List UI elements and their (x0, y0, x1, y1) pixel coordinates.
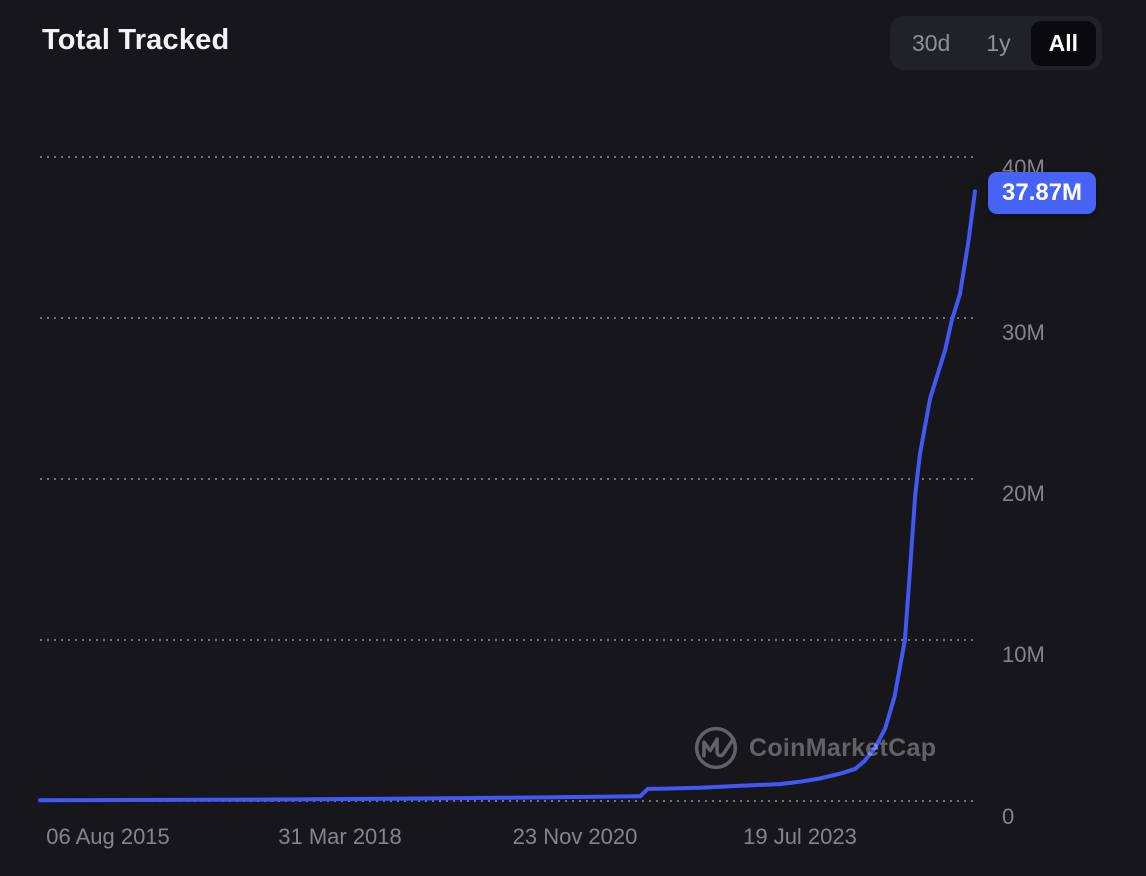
y-axis-tick-30m: 30M (1002, 320, 1045, 345)
range-all-button[interactable]: All (1030, 20, 1096, 66)
x-axis-tick-2023: 19 Jul 2023 (743, 824, 857, 849)
y-axis-tick-0: 0 (1002, 804, 1015, 829)
y-axis-tick-20m: 20M (1002, 481, 1045, 506)
x-axis-tick-2018: 31 Mar 2018 (278, 824, 402, 849)
x-axis-tick-2020: 23 Nov 2020 (512, 824, 638, 849)
y-axis-tick-10m: 10M (1002, 642, 1045, 667)
time-range-selector: 30d 1y All (889, 16, 1102, 70)
x-axis-tick-2015: 06 Aug 2015 (46, 824, 170, 849)
current-value-badge: 37.87M (988, 172, 1097, 215)
range-1y-button[interactable]: 1y (970, 24, 1026, 63)
range-30d-button[interactable]: 30d (896, 24, 966, 63)
page-title: Total Tracked (42, 24, 230, 56)
